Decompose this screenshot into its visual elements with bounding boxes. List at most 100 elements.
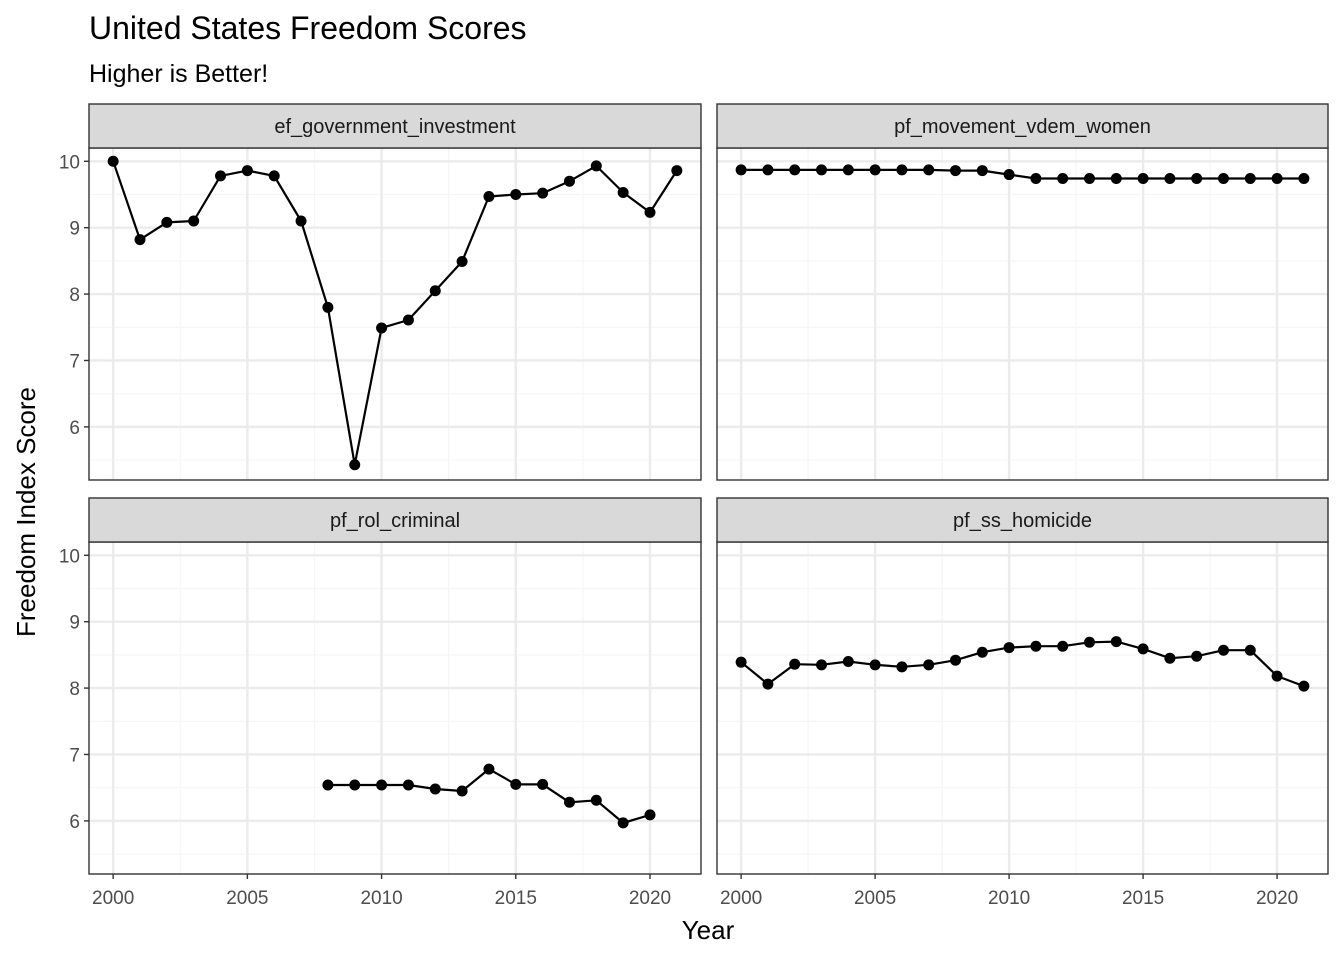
data-point bbox=[735, 164, 747, 176]
data-point bbox=[537, 778, 549, 790]
data-point bbox=[1057, 173, 1069, 185]
facet-panel: pf_movement_vdem_women bbox=[716, 103, 1329, 481]
data-point bbox=[1217, 173, 1229, 185]
data-point bbox=[215, 170, 227, 182]
data-point bbox=[950, 654, 962, 666]
data-point bbox=[1244, 644, 1256, 656]
data-point bbox=[510, 188, 522, 200]
facet-panel: pf_rol_criminal 6 7 8 9 10 2000 2005 2010 2015 202… bbox=[59, 497, 702, 909]
panel-background bbox=[717, 542, 1328, 874]
data-point bbox=[322, 301, 334, 313]
data-point bbox=[1298, 680, 1310, 692]
x-axis-title: Year bbox=[682, 915, 735, 945]
y-tick-label: 9 bbox=[69, 219, 80, 240]
data-point bbox=[644, 809, 656, 821]
panel-background bbox=[717, 148, 1328, 480]
data-point bbox=[976, 646, 988, 658]
x-tick-label: 2015 bbox=[495, 888, 537, 909]
data-point bbox=[322, 779, 334, 791]
data-point bbox=[376, 779, 388, 791]
data-point bbox=[923, 164, 935, 176]
data-point bbox=[950, 165, 962, 177]
y-tick-label: 9 bbox=[69, 613, 80, 634]
data-point bbox=[762, 164, 774, 176]
data-point bbox=[617, 186, 629, 198]
data-point bbox=[842, 656, 854, 668]
series-line bbox=[112, 160, 678, 466]
facet-strip-label: ef_government_investment bbox=[274, 116, 516, 138]
data-point bbox=[1217, 644, 1229, 656]
x-tick-label: 2020 bbox=[629, 888, 671, 909]
chart-title: United States Freedom Scores bbox=[89, 10, 527, 46]
data-point bbox=[483, 190, 495, 202]
y-tick-label: 10 bbox=[59, 546, 80, 567]
y-tick-label: 10 bbox=[59, 152, 80, 173]
data-point bbox=[789, 658, 801, 670]
facet-panel: pf_ss_homicide 2000 2005 2010 2015 2020 bbox=[716, 497, 1329, 909]
data-point bbox=[1083, 636, 1095, 648]
data-point bbox=[456, 256, 468, 268]
facet-strip-label: pf_ss_homicide bbox=[953, 510, 1092, 532]
data-point bbox=[1003, 642, 1015, 654]
x-tick-label: 2005 bbox=[854, 888, 896, 909]
data-point bbox=[1003, 169, 1015, 181]
data-point bbox=[590, 794, 602, 806]
data-point bbox=[376, 322, 388, 334]
data-point bbox=[1271, 670, 1283, 682]
facet-panel: ef_government_investment 6 7 8 9 10 bbox=[59, 103, 702, 481]
data-point bbox=[268, 170, 280, 182]
data-point bbox=[1298, 173, 1310, 185]
data-point bbox=[735, 656, 747, 668]
data-point bbox=[563, 796, 575, 808]
data-point bbox=[537, 187, 549, 199]
data-point bbox=[1110, 636, 1122, 648]
x-tick-label: 2005 bbox=[226, 888, 268, 909]
y-tick-label: 8 bbox=[69, 679, 80, 700]
data-point bbox=[188, 215, 200, 227]
data-point bbox=[869, 659, 881, 671]
data-point bbox=[241, 165, 253, 177]
data-point bbox=[1164, 173, 1176, 185]
data-point bbox=[429, 285, 441, 297]
facet-strip-label: pf_rol_criminal bbox=[330, 510, 460, 532]
data-point bbox=[1030, 173, 1042, 185]
data-point bbox=[349, 459, 361, 471]
data-point bbox=[456, 785, 468, 797]
data-point bbox=[1164, 652, 1176, 664]
y-tick-label: 8 bbox=[69, 285, 80, 306]
data-point bbox=[816, 659, 828, 671]
facet-strip-label: pf_movement_vdem_women bbox=[894, 116, 1151, 138]
data-point bbox=[1137, 173, 1149, 185]
data-point bbox=[896, 661, 908, 673]
data-point bbox=[161, 216, 173, 228]
y-tick-label: 6 bbox=[69, 418, 80, 439]
panel-background bbox=[89, 542, 701, 874]
data-point bbox=[1244, 173, 1256, 185]
facet-strip bbox=[88, 103, 702, 149]
data-point bbox=[1083, 173, 1095, 185]
data-point bbox=[869, 164, 881, 176]
x-tick-label: 2020 bbox=[1256, 888, 1298, 909]
y-tick-label: 6 bbox=[69, 812, 80, 833]
data-point bbox=[1030, 640, 1042, 652]
data-point bbox=[590, 160, 602, 172]
y-tick-label: 7 bbox=[69, 351, 80, 372]
chart-subtitle: Higher is Better! bbox=[89, 60, 268, 88]
data-point bbox=[842, 164, 854, 176]
x-tick-label: 2000 bbox=[92, 888, 134, 909]
data-point bbox=[644, 206, 656, 218]
data-point bbox=[563, 175, 575, 187]
data-point bbox=[976, 165, 988, 177]
data-point bbox=[671, 165, 683, 177]
data-point bbox=[789, 164, 801, 176]
facet-strip bbox=[716, 103, 1329, 149]
data-point bbox=[429, 783, 441, 795]
data-point bbox=[1191, 650, 1203, 662]
data-point bbox=[483, 763, 495, 775]
data-point bbox=[402, 779, 414, 791]
y-tick-label: 7 bbox=[69, 745, 80, 766]
data-point bbox=[402, 314, 414, 326]
y-axis-title: Freedom Index Score bbox=[11, 387, 41, 637]
data-point bbox=[1191, 173, 1203, 185]
